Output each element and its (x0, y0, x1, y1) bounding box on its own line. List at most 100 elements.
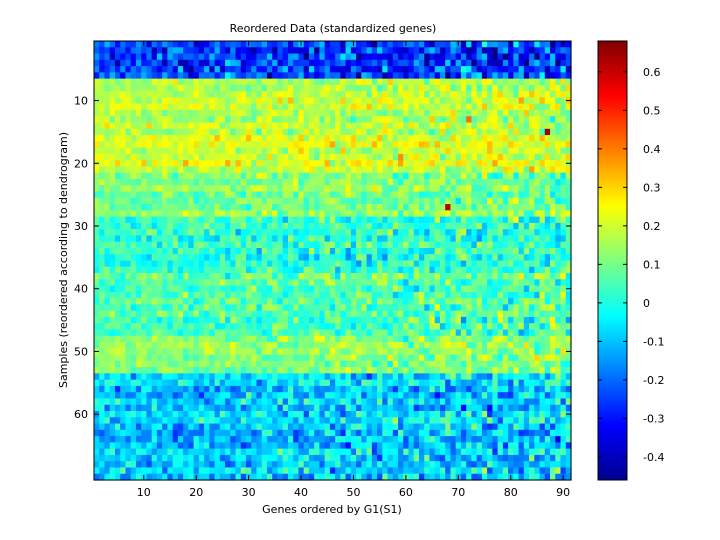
heatmap-cell (94, 367, 100, 374)
heatmap-cell (544, 335, 551, 343)
heatmap-cell (130, 279, 137, 287)
heatmap-cell (230, 360, 237, 368)
heatmap-cell (114, 279, 121, 287)
heatmap-cell (450, 128, 457, 136)
heatmap-cell (356, 229, 362, 237)
heatmap-cell (471, 66, 478, 73)
heatmap-cell (109, 185, 116, 193)
heatmap-cell (434, 291, 441, 299)
heatmap-cell (429, 66, 436, 73)
heatmap-cell (329, 216, 336, 224)
heatmap-cell (523, 103, 530, 111)
heatmap-cell (487, 128, 493, 136)
heatmap-cell (198, 260, 205, 268)
heatmap-cell (303, 229, 310, 237)
heatmap-cell (466, 47, 472, 55)
heatmap-cell (560, 122, 567, 130)
heatmap-cell (450, 373, 457, 381)
heatmap-cell (550, 247, 556, 255)
heatmap-cell (424, 342, 431, 349)
heatmap-cell (555, 210, 562, 218)
heatmap-cell (329, 185, 336, 193)
heatmap-cell (177, 298, 184, 305)
heatmap-cell (424, 53, 431, 61)
heatmap-cell (104, 241, 111, 249)
heatmap-cell (513, 153, 520, 161)
heatmap-cell (487, 254, 493, 262)
heatmap-cell (487, 260, 493, 268)
heatmap-cell (167, 91, 174, 99)
heatmap-cell (198, 316, 205, 324)
heatmap-cell (466, 59, 472, 67)
heatmap-cell (135, 204, 142, 211)
heatmap-cell (345, 367, 352, 374)
heatmap-cell (251, 285, 258, 293)
heatmap-cell (434, 298, 441, 305)
heatmap-cell (193, 266, 200, 274)
heatmap-cell (298, 47, 305, 55)
heatmap-cell (287, 235, 294, 243)
heatmap-cell (471, 342, 478, 349)
heatmap-cell (513, 335, 520, 343)
heatmap-cell (529, 266, 535, 274)
heatmap-cell (382, 316, 389, 324)
heatmap-cell (497, 235, 504, 243)
heatmap-cell (319, 367, 326, 374)
heatmap-cell (308, 304, 315, 312)
heatmap-cell (508, 373, 514, 381)
heatmap-cell (398, 273, 404, 280)
heatmap-cell (434, 310, 441, 318)
heatmap-cell (162, 135, 168, 142)
heatmap-cell (371, 291, 378, 299)
heatmap-cell (219, 348, 226, 356)
heatmap-cell (329, 367, 336, 374)
heatmap-cell (518, 247, 525, 255)
heatmap-cell (251, 323, 258, 331)
heatmap-cell (518, 335, 525, 343)
heatmap-cell (235, 304, 242, 312)
heatmap-cell (424, 103, 431, 111)
heatmap-cell (434, 304, 441, 312)
heatmap-cell (314, 323, 320, 331)
heatmap-cell (114, 273, 121, 280)
heatmap-cell (534, 335, 541, 343)
heatmap-cell (460, 78, 467, 86)
heatmap-cell (324, 78, 331, 86)
heatmap-cell (366, 53, 373, 61)
heatmap-cell (497, 109, 504, 117)
heatmap-cell (366, 153, 373, 161)
heatmap-cell (172, 160, 179, 168)
heatmap-cell (303, 348, 310, 356)
heatmap-cell (277, 342, 284, 349)
heatmap-cell (256, 53, 263, 61)
heatmap-cell (141, 72, 148, 80)
heatmap-cell (356, 66, 362, 73)
heatmap-cell (424, 216, 431, 224)
heatmap-cell (361, 279, 368, 287)
heatmap-cell (418, 147, 425, 155)
heatmap-cell (104, 197, 111, 205)
heatmap-cell (156, 354, 163, 362)
heatmap-cell (466, 298, 472, 305)
heatmap-cell (240, 122, 247, 130)
heatmap-cell (366, 379, 373, 387)
heatmap-cell (455, 84, 462, 92)
heatmap-cell (293, 254, 300, 262)
heatmap-cell (266, 310, 273, 318)
heatmap-cell (324, 260, 331, 268)
heatmap-cell (156, 304, 163, 312)
heatmap-cell (298, 91, 305, 99)
heatmap-cell (308, 97, 315, 105)
heatmap-cell (183, 53, 189, 61)
heatmap-cell (298, 222, 305, 230)
heatmap-cell (151, 247, 158, 255)
heatmap-cell (513, 235, 520, 243)
heatmap-cell (502, 316, 509, 324)
heatmap-cell (266, 103, 273, 111)
heatmap-cell (544, 222, 551, 230)
heatmap-cell (225, 254, 231, 262)
heatmap-cell (518, 316, 525, 324)
heatmap-cell (550, 141, 556, 149)
heatmap-cell (476, 122, 483, 130)
